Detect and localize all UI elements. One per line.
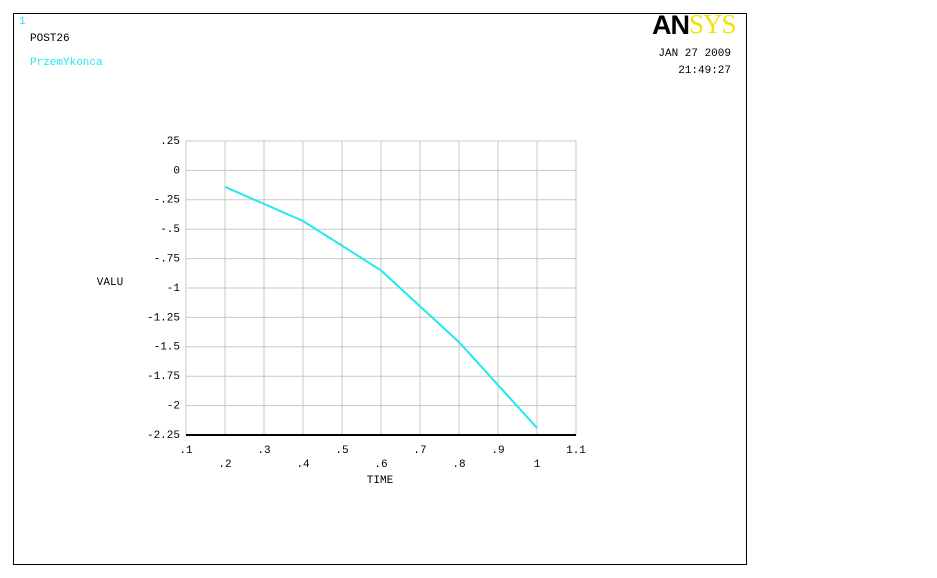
logo-part: SYS	[689, 9, 736, 39]
y-tick-label: 0	[173, 165, 180, 177]
x-tick-label: .6	[374, 459, 387, 471]
x-tick-label: .5	[335, 445, 348, 457]
x-tick-label: 1	[534, 459, 541, 471]
legend-entry: PrzemYkonca	[30, 57, 103, 69]
y-tick-label: -.25	[154, 195, 180, 207]
data-line	[224, 185, 538, 429]
date: JAN 27 2009	[658, 48, 731, 60]
x-tick-label: .8	[452, 459, 465, 471]
window-number: 1	[19, 16, 26, 28]
y-tick-label: -1.75	[147, 371, 180, 383]
x-tick-label: .9	[491, 445, 504, 457]
x-tick-label: .1	[179, 445, 193, 457]
y-tick-label: -1.25	[147, 312, 180, 324]
y-tick-label: -.5	[160, 224, 180, 236]
x-tick-label: .7	[413, 445, 426, 457]
time: 21:49:27	[678, 65, 731, 77]
x-tick-label: .2	[218, 459, 231, 471]
x-tick-label: .3	[257, 445, 270, 457]
window-frame	[13, 13, 747, 565]
y-tick-label: -1	[167, 283, 181, 295]
x-tick-label: 1.1	[566, 445, 586, 457]
y-axis-label: VALU	[97, 277, 123, 289]
x-tick-label: .4	[296, 459, 310, 471]
y-tick-label: -2	[167, 401, 180, 413]
chart-title: POST26	[30, 33, 70, 45]
y-tick-label: .25	[160, 136, 180, 148]
y-tick-label: -.75	[154, 254, 180, 266]
x-axis-label: TIME	[367, 475, 394, 487]
logo-part: AN	[652, 10, 689, 40]
y-tick-label: -1.5	[154, 342, 180, 354]
y-tick-label: -2.25	[147, 430, 180, 442]
logo: ANSYS	[652, 9, 736, 40]
